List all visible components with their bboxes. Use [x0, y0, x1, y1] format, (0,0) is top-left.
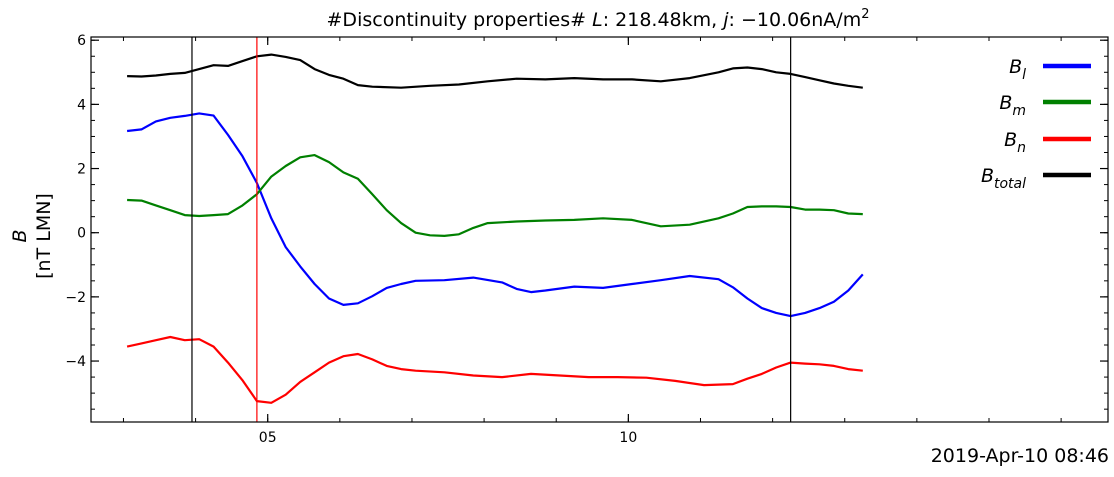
legend: Bl Bm Bn Btotal: [981, 56, 1091, 192]
series-line-total: [127, 53, 863, 89]
minor-ticks: [91, 37, 1108, 422]
series-line-m: [127, 154, 863, 237]
series-line-n: [126, 335, 863, 404]
series-line-l: [126, 112, 864, 318]
tick-labels: 05 10 −4 −2 0 2 4 6: [65, 33, 637, 446]
y-tick-label: 0: [77, 226, 86, 242]
y-axis-label: B [nT LMN]: [9, 193, 55, 279]
major-ticks: [91, 37, 1108, 422]
series-lines: [126, 53, 864, 404]
y-axis-unit: [nT LMN]: [33, 193, 55, 279]
y-tick-label: −4: [65, 354, 86, 370]
vertical-markers: [191, 37, 792, 422]
y-tick-label: 2: [77, 162, 86, 178]
y-tick-label: 4: [77, 97, 86, 113]
y-tick-label: 6: [77, 33, 86, 49]
timestamp-label: 2019-Apr-10 08:46: [931, 445, 1109, 467]
x-tick-label: 10: [619, 430, 637, 446]
chart-title: #Discontinuity properties# L: 218.48km, …: [327, 7, 870, 31]
legend-label-total: Btotal: [981, 165, 1026, 192]
legend-label-l: Bl: [1009, 56, 1026, 83]
plot-frame: [90, 36, 1109, 423]
y-axis-symbol: B: [9, 229, 31, 242]
legend-label-n: Bn: [1004, 129, 1026, 156]
legend-label-m: Bm: [999, 92, 1026, 119]
y-tick-label: −2: [65, 290, 86, 306]
x-tick-label: 05: [259, 430, 277, 446]
